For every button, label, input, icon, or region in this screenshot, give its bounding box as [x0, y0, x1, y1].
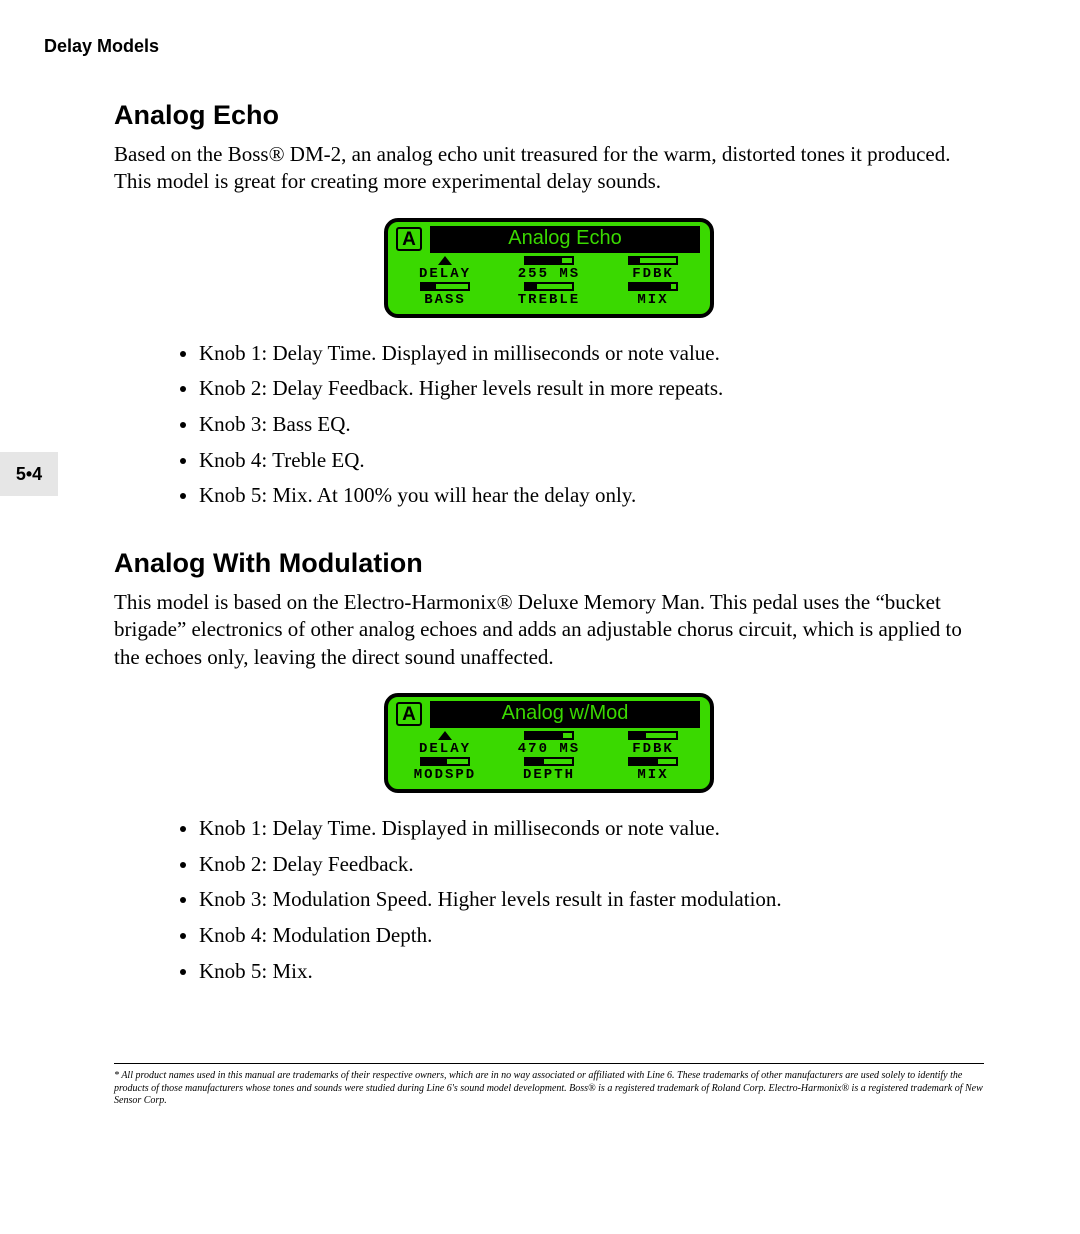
- lcd-label: DELAY: [419, 266, 471, 282]
- lcd-cell-depth: DEPTH: [499, 757, 599, 783]
- lcd-badge: A: [396, 227, 422, 251]
- list-item: Knob 1: Delay Time. Displayed in millise…: [199, 811, 984, 847]
- list-item: Knob 2: Delay Feedback. Higher levels re…: [199, 371, 984, 407]
- section-title-analog-echo: Analog Echo: [114, 100, 984, 131]
- lcd-label: 255 MS: [518, 266, 580, 282]
- section-title-analog-mod: Analog With Modulation: [114, 548, 984, 579]
- bar-fill: [630, 284, 671, 289]
- bar-icon: [420, 757, 470, 766]
- bar-icon: [524, 757, 574, 766]
- lcd-label: MODSPD: [414, 767, 476, 783]
- bar-icon: [524, 282, 574, 291]
- footnote-text: * All product names used in this manual …: [114, 1070, 984, 1108]
- page-content: Analog Echo Based on the Boss® DM-2, an …: [114, 100, 984, 1023]
- lcd-label: DELAY: [419, 741, 471, 757]
- bar-fill: [422, 284, 436, 289]
- bar-fill: [630, 759, 658, 764]
- bar-icon: [628, 282, 678, 291]
- bar-icon: [420, 282, 470, 291]
- page-header: Delay Models: [44, 36, 159, 57]
- lcd-cell-fdbk: FDBK: [610, 256, 696, 282]
- lcd-display-analog-echo: A Analog Echo DELAY 255 MS FDBK BASS: [384, 218, 714, 318]
- bar-fill: [526, 284, 537, 289]
- knob-bullet-list: Knob 1: Delay Time. Displayed in millise…: [199, 811, 984, 989]
- lcd-row-2: MODSPD DEPTH MIX: [396, 757, 702, 783]
- lcd-row-1: DELAY 255 MS FDBK: [396, 256, 702, 282]
- lcd-badge: A: [396, 702, 422, 726]
- bar-icon: [628, 256, 678, 265]
- bar-fill: [526, 733, 563, 738]
- lcd-top-row: A Analog w/Mod: [396, 701, 702, 728]
- lcd-title: Analog Echo: [430, 226, 700, 253]
- arrow-up-icon: [438, 731, 452, 740]
- section-paragraph: This model is based on the Electro-Harmo…: [114, 589, 984, 671]
- bar-fill: [526, 759, 544, 764]
- list-item: Knob 3: Bass EQ.: [199, 407, 984, 443]
- knob-bullet-list: Knob 1: Delay Time. Displayed in millise…: [199, 336, 984, 514]
- lcd-label: 470 MS: [518, 741, 580, 757]
- lcd-cell-mix: MIX: [610, 282, 696, 308]
- list-item: Knob 4: Treble EQ.: [199, 443, 984, 479]
- lcd-cell-treble: TREBLE: [499, 282, 599, 308]
- bar-icon: [628, 731, 678, 740]
- arrow-up-icon: [438, 256, 452, 265]
- bar-fill: [422, 759, 447, 764]
- lcd-cell-delay: DELAY: [402, 731, 488, 757]
- lcd-cell-modspd: MODSPD: [402, 757, 488, 783]
- section-paragraph: Based on the Boss® DM-2, an analog echo …: [114, 141, 984, 196]
- bar-icon: [628, 757, 678, 766]
- list-item: Knob 4: Modulation Depth.: [199, 918, 984, 954]
- lcd-cell-ms: 470 MS: [499, 731, 599, 757]
- lcd-label: BASS: [424, 292, 466, 308]
- list-item: Knob 5: Mix.: [199, 954, 984, 990]
- lcd-cell-fdbk: FDBK: [610, 731, 696, 757]
- bar-icon: [524, 256, 574, 265]
- lcd-label: MIX: [637, 767, 668, 783]
- footer-rule: [114, 1063, 984, 1064]
- lcd-display-analog-mod: A Analog w/Mod DELAY 470 MS FDBK MODSPD: [384, 693, 714, 793]
- lcd-top-row: A Analog Echo: [396, 226, 702, 253]
- bar-icon: [524, 731, 574, 740]
- lcd-cell-ms: 255 MS: [499, 256, 599, 282]
- lcd-label: FDBK: [632, 741, 674, 757]
- lcd-label: FDBK: [632, 266, 674, 282]
- bar-fill: [630, 733, 646, 738]
- lcd-row-1: DELAY 470 MS FDBK: [396, 731, 702, 757]
- lcd-label: MIX: [637, 292, 668, 308]
- list-item: Knob 5: Mix. At 100% you will hear the d…: [199, 478, 984, 514]
- bar-fill: [630, 258, 640, 263]
- bar-fill: [526, 258, 562, 263]
- list-item: Knob 1: Delay Time. Displayed in millise…: [199, 336, 984, 372]
- lcd-cell-mix: MIX: [610, 757, 696, 783]
- lcd-row-2: BASS TREBLE MIX: [396, 282, 702, 308]
- lcd-cell-delay: DELAY: [402, 256, 488, 282]
- lcd-label: DEPTH: [523, 767, 575, 783]
- page-side-tab: 5•4: [0, 452, 58, 496]
- lcd-cell-bass: BASS: [402, 282, 488, 308]
- list-item: Knob 3: Modulation Speed. Higher levels …: [199, 882, 984, 918]
- list-item: Knob 2: Delay Feedback.: [199, 847, 984, 883]
- lcd-label: TREBLE: [518, 292, 580, 308]
- lcd-title: Analog w/Mod: [430, 701, 700, 728]
